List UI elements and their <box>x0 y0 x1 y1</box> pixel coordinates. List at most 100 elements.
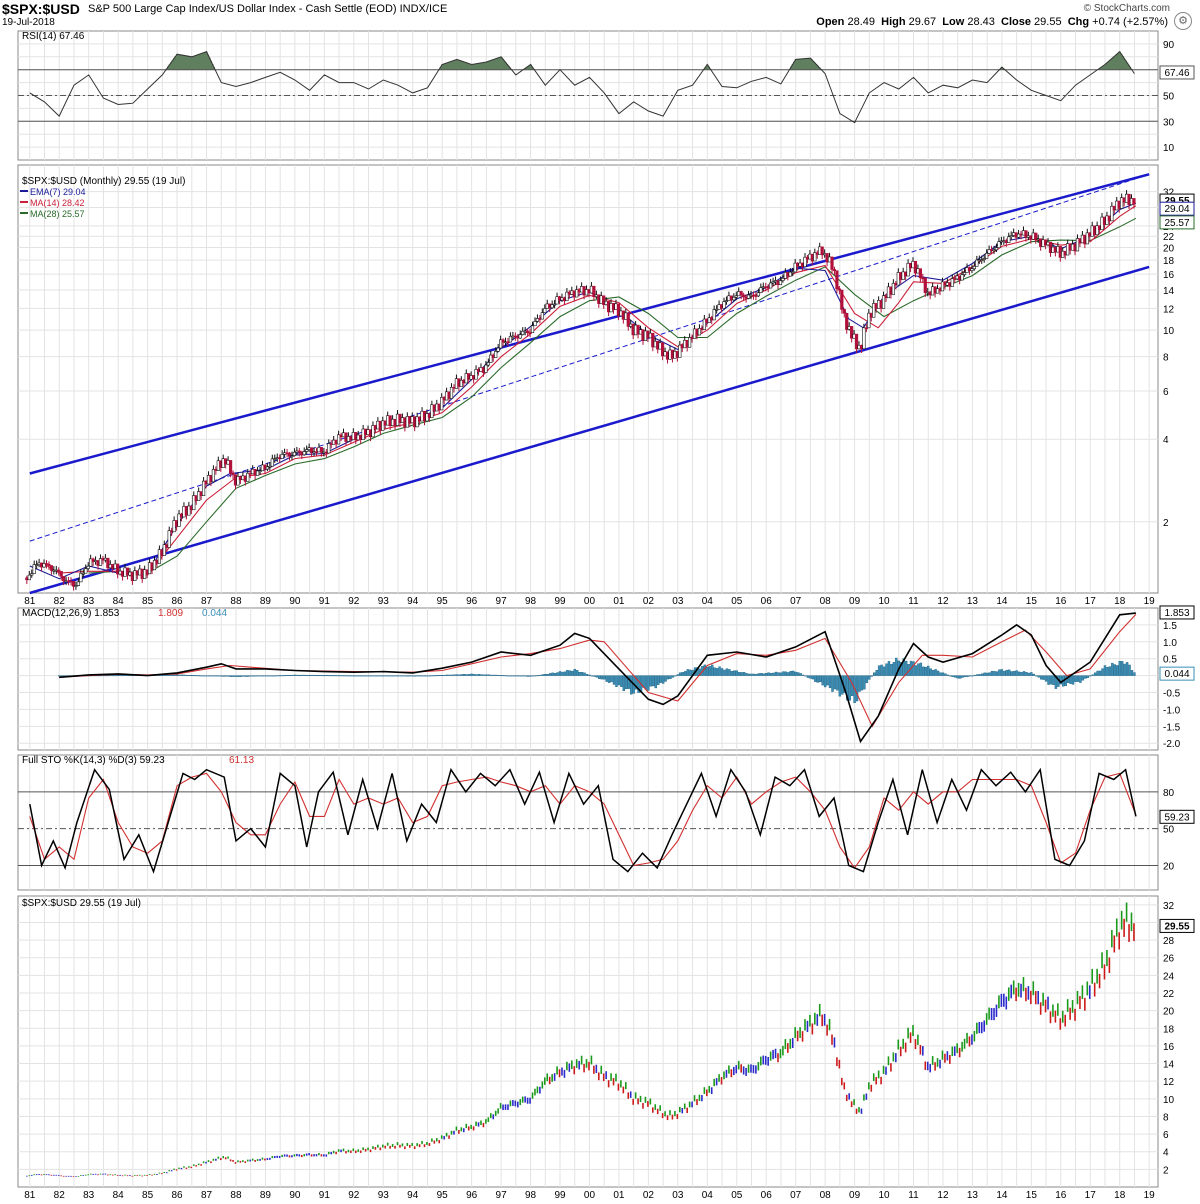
macd-histogram-bar <box>561 671 564 676</box>
macd-histogram-bar <box>472 674 476 676</box>
price-candle <box>1016 233 1021 238</box>
price-candle <box>30 573 34 576</box>
price-candle <box>474 369 478 380</box>
price-candle <box>734 295 738 298</box>
price-candle <box>970 268 974 271</box>
macd-histogram-bar <box>323 675 326 677</box>
stochastic-k-line <box>29 767 1137 874</box>
price-candle <box>499 339 503 349</box>
price-candle <box>791 271 795 274</box>
macd-histogram-bar <box>585 674 589 676</box>
macd-histogram-bar <box>362 675 365 677</box>
macd-histogram-bar <box>804 675 807 677</box>
macd-histogram-bar <box>1032 673 1035 676</box>
macd-histogram-bar <box>355 675 358 677</box>
macd-histogram-bar <box>377 675 380 677</box>
price-candle <box>201 480 206 496</box>
price-candle <box>76 581 80 586</box>
price-candle <box>616 303 621 317</box>
linear-tick-label: 10 <box>1163 1095 1175 1106</box>
macd-histogram-bar <box>256 675 260 677</box>
macd-histogram-bar <box>492 674 495 676</box>
macd-histogram-bar <box>404 675 407 677</box>
macd-histogram-bar <box>657 675 660 685</box>
price-x-tick-label: 13 <box>967 596 979 607</box>
macd-histogram-bar <box>998 669 1001 676</box>
price-tick-label: 12 <box>1163 304 1175 315</box>
price-candle <box>962 272 967 275</box>
macd-histogram-bar <box>588 674 591 676</box>
macd-histogram-bar <box>399 675 402 677</box>
macd-histogram-bar <box>480 674 483 676</box>
macd-histogram-bar <box>961 675 964 678</box>
macd-histogram-bar <box>882 666 886 676</box>
macd-tick-label: 1.5 <box>1163 621 1177 632</box>
macd-histogram-bar <box>232 675 235 677</box>
price-candle <box>290 455 294 457</box>
price-x-tick-label: 88 <box>230 596 242 607</box>
price-candle <box>521 330 525 335</box>
price-candle <box>167 530 171 548</box>
linear-x-tick-label: 90 <box>289 1190 301 1201</box>
macd-histogram-bar <box>917 663 920 676</box>
macd-tick-label: -1.5 <box>1163 722 1181 733</box>
linear-tick-label: 4 <box>1163 1148 1169 1159</box>
macd-histogram-bar <box>706 666 709 676</box>
macd-histogram-bar <box>482 674 486 676</box>
linear-tick-label: 16 <box>1163 1042 1175 1053</box>
macd-histogram-bar <box>308 674 311 676</box>
linear-x-tick-label: 03 <box>672 1190 684 1201</box>
price-x-tick-label: 10 <box>878 596 890 607</box>
macd-histogram-bar <box>784 671 788 676</box>
macd-histogram-bar <box>197 675 201 677</box>
price-candle <box>994 247 999 251</box>
macd-histogram-bar <box>332 675 336 677</box>
macd-histogram-bar <box>340 675 343 677</box>
macd-histogram-bar <box>686 669 689 676</box>
macd-histogram-bar <box>988 672 991 676</box>
macd-histogram-bar <box>944 673 947 676</box>
macd-histogram-bar <box>394 675 397 677</box>
macd-histogram-bar <box>993 671 996 676</box>
macd-histogram-bar <box>421 675 424 677</box>
price-candle <box>881 295 886 309</box>
ma28-legend: MA(28) 25.57 <box>30 209 85 219</box>
macd-histogram-bar <box>173 674 176 676</box>
macd-histogram-bar <box>1035 675 1038 677</box>
macd-histogram-bar <box>485 674 488 676</box>
macd-hist-current-value: 0.044 <box>1164 669 1189 680</box>
macd-histogram-bar <box>676 674 680 676</box>
macd-histogram-bar <box>1020 672 1023 676</box>
rsi-tick-label: 50 <box>1163 92 1175 103</box>
macd-histogram-bar <box>1108 666 1112 676</box>
price-candle <box>739 291 743 296</box>
macd-histogram-bar <box>949 675 952 677</box>
linear-x-tick-label: 07 <box>790 1190 802 1201</box>
macd-tick-label: 0.5 <box>1163 655 1177 666</box>
macd-histogram-bar <box>416 675 419 677</box>
macd-histogram-bar <box>249 675 252 677</box>
macd-histogram-bar <box>738 672 741 676</box>
price-candle <box>71 581 76 587</box>
price-candle <box>715 309 719 311</box>
price-candle <box>246 472 250 482</box>
gear-icon[interactable]: ⚙ <box>1174 12 1192 30</box>
macd-histogram-bar <box>659 675 662 683</box>
macd-histogram-bar <box>1008 669 1011 676</box>
price-tick-label: 10 <box>1163 326 1175 337</box>
price-candle <box>854 333 859 350</box>
macd-histogram-bar <box>1010 671 1013 676</box>
macd-histogram-bar <box>1074 675 1077 682</box>
macd-histogram-bar <box>391 675 395 677</box>
macd-histogram-bar <box>831 675 834 692</box>
macd-histogram-bar <box>364 675 368 677</box>
price-candle <box>781 278 785 281</box>
channel-lower-line <box>29 265 1150 595</box>
macd-histogram-bar <box>357 675 360 677</box>
linear-x-tick-label: 94 <box>407 1190 419 1201</box>
high-value: 29.67 <box>908 16 937 28</box>
macd-histogram-bar <box>647 675 650 691</box>
macd-histogram-bar <box>1044 675 1048 682</box>
macd-histogram-bar <box>1076 675 1080 682</box>
macd-histogram-bar <box>325 675 329 677</box>
